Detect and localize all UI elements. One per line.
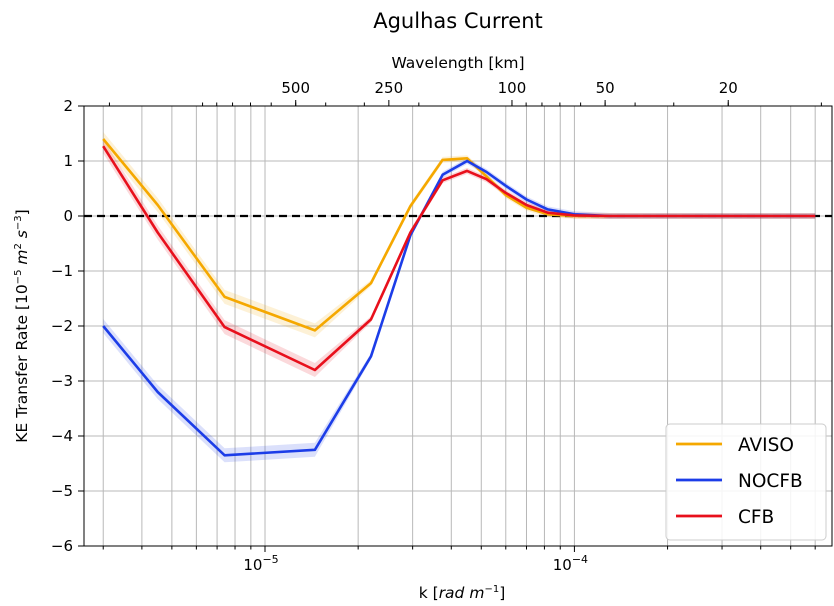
- series-lines: [102, 138, 816, 457]
- uncertainty-bands: [103, 132, 816, 463]
- x-axis-title: k [rad m−1]: [419, 584, 506, 602]
- legend-label-nocfb: NOCFB: [738, 471, 803, 492]
- chart-title: Agulhas Current: [373, 9, 543, 33]
- top-x-tick-label: 20: [719, 79, 738, 97]
- top-x-tick-label: 50: [596, 79, 615, 97]
- y-axis-title: KE Transfer Rate [10−5 m2 s−3]: [13, 209, 31, 442]
- top-x-tick-label: 100: [498, 79, 527, 97]
- y-tick-label: −6: [51, 537, 73, 555]
- y-tick-label: −5: [51, 482, 73, 500]
- legend: AVISO NOCFB CFB: [665, 423, 827, 541]
- y-tick-label: −1: [51, 262, 73, 280]
- y-tick-label: −2: [51, 317, 73, 335]
- y-tick-label: 0: [63, 207, 73, 225]
- y-tick-label: 2: [63, 97, 73, 115]
- y-tick-label: 1: [63, 152, 73, 170]
- x-tick-label: 10−4: [553, 553, 588, 574]
- axis-ticks: 2 1 0 −1 −2 −3 −4 −5 −6 10−5 10−4 500 250 100 50 20: [51, 79, 822, 574]
- x-tick-label: 10−5: [243, 553, 278, 574]
- legend-label-cfb: CFB: [738, 507, 774, 528]
- y-tick-label: −3: [51, 372, 73, 390]
- y-tick-label: −4: [51, 427, 73, 445]
- top-x-tick-label: 250: [375, 79, 404, 97]
- top-x-axis-title: Wavelength [km]: [391, 54, 524, 72]
- series-line-cfb: [102, 145, 816, 372]
- legend-box: [665, 423, 827, 541]
- top-x-tick-label: 500: [281, 79, 310, 97]
- legend-label-aviso: AVISO: [738, 435, 794, 456]
